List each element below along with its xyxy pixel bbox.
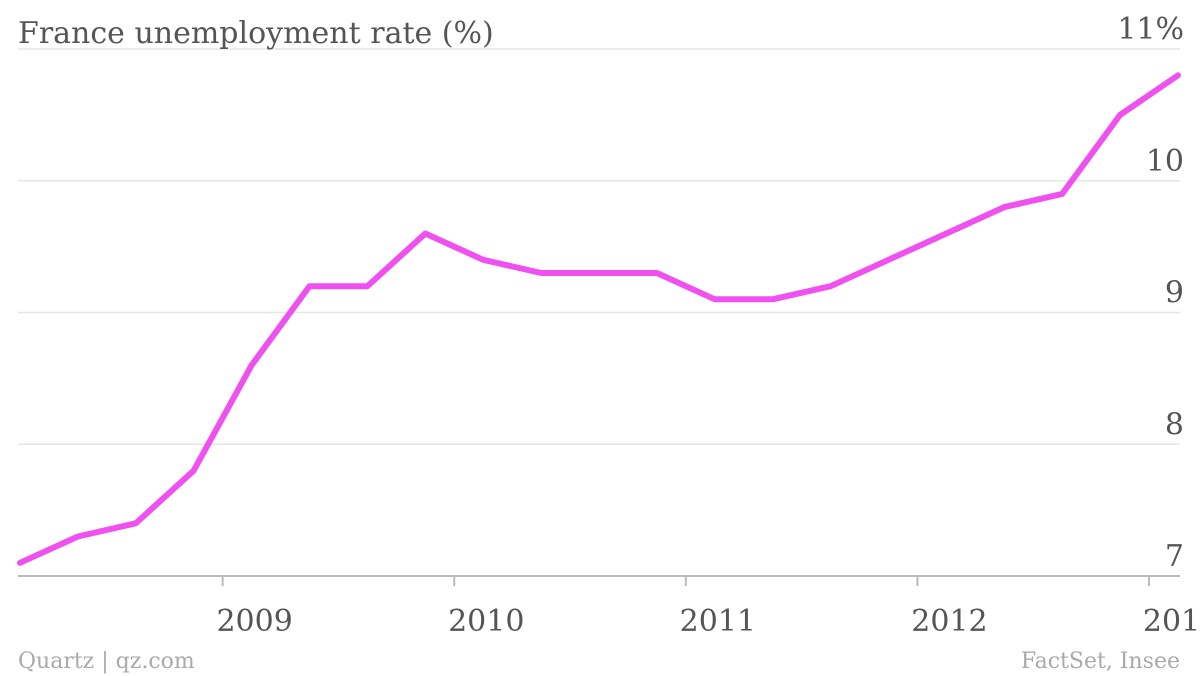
gridlines	[18, 48, 1180, 445]
x-tick-label: 2009	[216, 604, 292, 639]
series-layer	[17, 72, 1181, 566]
y-tick-label: 11%	[1117, 12, 1184, 47]
chart-title: France unemployment rate (%)	[18, 16, 494, 51]
footer-source: FactSet, Insee	[1021, 649, 1180, 674]
y-tick-label: 7	[1165, 539, 1184, 574]
y-axis-ticks: 7 8 9 10 11%	[1117, 12, 1184, 574]
series-line	[17, 72, 1181, 566]
x-tick-label: 2010	[448, 604, 524, 639]
x-tick-label: 2011	[680, 604, 756, 639]
footer-credit: Quartz | qz.com	[18, 649, 195, 674]
x-tick-label: 2013	[1143, 604, 1200, 639]
x-axis-ticks: 2009 2010 2011 2012 2013	[216, 576, 1200, 639]
y-tick-label: 10	[1146, 144, 1184, 179]
x-tick-label: 2012	[911, 604, 987, 639]
y-tick-label: 9	[1165, 276, 1184, 311]
y-tick-label: 8	[1165, 407, 1184, 442]
